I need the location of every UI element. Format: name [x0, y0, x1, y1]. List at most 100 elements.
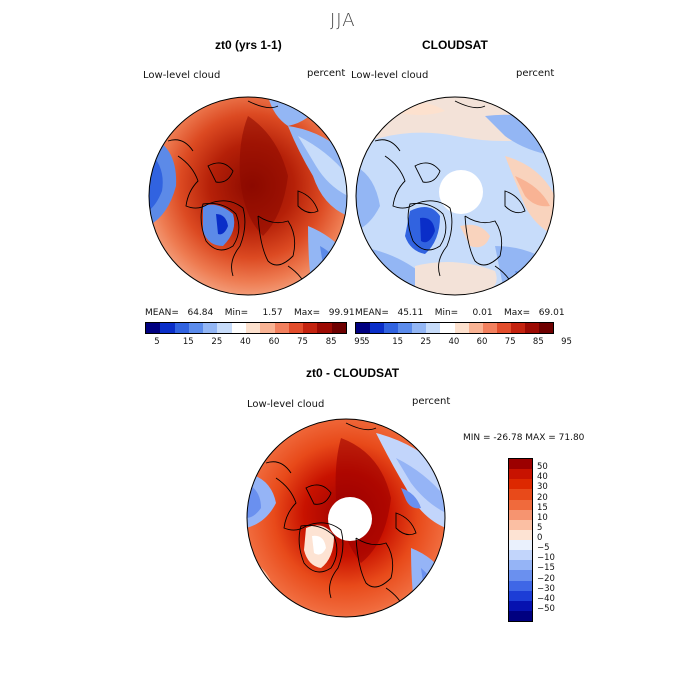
panel-3-colorbar-tick-label: −30	[537, 583, 555, 594]
panel-3-colorbar-tick-label: −15	[537, 563, 555, 574]
panel-1-colorbar-tick-label: 95	[354, 337, 366, 347]
panel-3-colorbar-tick-label: 5	[537, 522, 543, 533]
panel-1-colorbar-swatch	[274, 323, 289, 333]
panel-1-colorbar-tick-label: 25	[211, 337, 223, 347]
panel-3-colorbar-swatch	[509, 600, 532, 611]
panel-2-colorbar-ticks: 5 15 25 40 60 75 85 95	[355, 337, 572, 349]
panel-3-colorbar-swatch	[509, 529, 532, 540]
panel-2-colorbar-swatch	[412, 323, 427, 333]
panel-1-colorbar-tick-label: 5	[154, 337, 160, 347]
panel-3-colorbar-swatch	[509, 590, 532, 601]
panel-3-colorbar-tick-label: −5	[537, 543, 550, 554]
panel-2-colorbar-tick-label: 75	[504, 337, 516, 347]
panel-1-title: zt0 (yrs 1-1)	[215, 38, 282, 52]
panel-3-colorbar-tick-label: −20	[537, 573, 555, 584]
panel-1-colorbar-tick-label: 15	[182, 337, 194, 347]
panel-3-colorbar-swatch	[509, 550, 532, 561]
panel-1-stats: MEAN= 64.84 Min= 1.57 Max= 99.91	[145, 308, 355, 318]
panel-2-min-value: 0.01	[472, 308, 493, 318]
panel-1-colorbar-swatch	[174, 323, 189, 333]
panel-1-colorbar-tick-label: 85	[325, 337, 337, 347]
panel-2-colorbar-tick-label: 40	[448, 337, 460, 347]
panel-2-colorbar-tick-label: 60	[476, 337, 488, 347]
panel-3-colorbar-swatch	[509, 459, 532, 470]
panel-3-colorbar-swatch	[509, 580, 532, 591]
panel-1-colorbar-tick-label: 60	[268, 337, 280, 347]
panel-1-colorbar-swatch	[317, 323, 332, 333]
panel-2-max-value: 69.01	[538, 308, 565, 318]
panel-1-colorbar-swatch	[217, 323, 232, 333]
panel-3-colorbar-swatch	[509, 499, 532, 510]
panel-1-min-label: Min=	[224, 308, 249, 318]
panel-1-colorbar	[145, 322, 347, 334]
panel-3-colorbar-tick-label: −50	[537, 603, 555, 614]
panel-2-max-label: Max=	[504, 308, 531, 318]
panel-3-colorbar-swatch	[509, 560, 532, 571]
panel-1-polar-map	[148, 96, 348, 296]
panel-3-colorbar-tick-label: 10	[537, 512, 548, 523]
panel-2-polar-map	[355, 96, 555, 296]
panel-2-variable-label: Low-level cloud	[351, 70, 429, 81]
panel-1-min-value: 1.57	[262, 308, 283, 318]
panel-1-colorbar-tick-label: 75	[297, 337, 308, 347]
panel-1-variable-label: Low-level cloud	[143, 70, 221, 81]
panel-1-colorbar-swatch	[146, 323, 161, 333]
panel-2-colorbar-tick-label: 85	[532, 337, 544, 347]
panel-1-colorbar-swatch	[188, 323, 204, 333]
panel-2-min-label: Min=	[434, 308, 459, 318]
panel-1-colorbar-swatch	[231, 323, 246, 333]
panel-1-colorbar-swatch	[303, 323, 318, 333]
panel-2-colorbar-swatch	[496, 323, 511, 333]
panel-2-colorbar-swatch	[398, 323, 413, 333]
panel-3-colorbar	[508, 458, 533, 622]
panel-2-colorbar-swatch	[370, 323, 385, 333]
panel-2-colorbar-tick-label: 5	[364, 337, 370, 347]
panel-2-colorbar-swatch	[482, 323, 497, 333]
panel-3-colorbar-swatch	[509, 570, 532, 581]
panel-3-colorbar-tick-label: −40	[537, 593, 555, 604]
panel-3-colorbar-tick-label: 0	[537, 533, 543, 543]
panel-1-units-label: percent	[307, 68, 346, 79]
panel-3-title: zt0 - CLOUDSAT	[306, 366, 400, 380]
panel-3-minmax: MIN = -26.78 MAX = 71.80	[463, 433, 585, 443]
panel-2-colorbar	[355, 322, 554, 334]
panel-3-colorbar-swatch	[509, 519, 532, 530]
panel-2-colorbar-swatch	[510, 323, 525, 333]
panel-1-colorbar-tick-label: 40	[240, 337, 251, 347]
panel-2-colorbar-swatch	[384, 323, 399, 333]
panel-2-colorbar-swatch	[539, 323, 554, 333]
panel-2-units-label: percent	[516, 68, 555, 79]
panel-3-colorbar-swatch	[509, 469, 532, 480]
panel-3-colorbar-tick-label: 50	[537, 462, 548, 473]
panel-3-colorbar-swatch	[509, 610, 532, 621]
panel-1-mean-label: MEAN=	[145, 308, 179, 318]
panel-1-colorbar-swatch	[160, 323, 175, 333]
panel-2-colorbar-tick-label: 95	[561, 337, 572, 347]
panel-3-colorbar-swatch	[509, 489, 532, 500]
panel-2-colorbar-swatch	[426, 323, 441, 333]
panel-3-colorbar-tick-label: 20	[537, 492, 548, 503]
panel-3-colorbar-ticks: 50 40 30 20 15 10 5 0 −5 −10 −15 −20 −30 −40 −50	[537, 458, 567, 620]
panel-1-colorbar-swatch	[260, 323, 275, 333]
panel-3-colorbar-swatch	[509, 479, 532, 490]
panel-2-stats: MEAN= 45.11 Min= 0.01 Max= 69.01	[355, 308, 565, 318]
panel-2-colorbar-tick-label: 25	[420, 337, 432, 347]
panel-1-colorbar-swatch	[245, 323, 261, 333]
panel-2-colorbar-tick-label: 15	[392, 337, 404, 347]
panel-3-variable-label: Low-level cloud	[247, 399, 325, 410]
panel-3-colorbar-tick-label: 40	[537, 472, 548, 483]
panel-1-max-value: 99.91	[328, 308, 355, 318]
panel-2-colorbar-swatch	[524, 323, 540, 333]
panel-1-colorbar-swatch	[203, 323, 218, 333]
panel-3-colorbar-tick-label: −10	[537, 553, 555, 564]
panel-1-colorbar-swatch	[331, 323, 346, 333]
panel-2-title: CLOUDSAT	[422, 38, 488, 52]
panel-3-colorbar-swatch	[509, 509, 532, 520]
panel-2-colorbar-swatch	[356, 323, 371, 333]
panel-2-mean-value: 45.11	[397, 308, 424, 318]
panel-2-mean-label: MEAN=	[355, 308, 389, 318]
panel-3-units-label: percent	[412, 396, 451, 407]
panel-1-colorbar-ticks: 5 15 25 40 60 75 85 95	[145, 337, 365, 349]
panel-3-polar-map	[246, 418, 446, 618]
panel-3-colorbar-swatch	[509, 540, 532, 551]
